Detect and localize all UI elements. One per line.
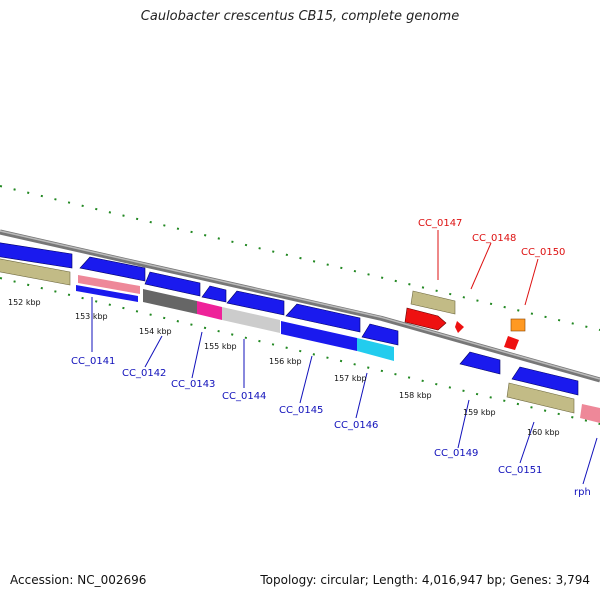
gene-arrow [459,351,501,375]
inner-tick-ring [0,277,600,425]
gene-arrow [79,256,146,282]
gene-segment-blue [281,321,357,351]
tick-label: 157 kbp [334,374,367,383]
rna-feature [0,258,71,286]
accession-text: Accession: NC_002696 [10,573,147,587]
tick-label: 152 kbp [8,298,41,307]
gene-box-orange [510,318,526,332]
gene-label: CC_0145 [279,405,323,416]
gene-label: CC_0151 [498,465,542,476]
gene-label: CC_0144 [222,391,266,402]
genome-backbone [0,229,600,383]
gene-label: CC_0150 [521,247,565,258]
tick-labels: 152 kbp 153 kbp 154 kbp 155 kbp 156 kbp … [8,298,560,437]
gene-label: CC_0148 [472,233,516,244]
tick-label: 155 kbp [204,342,237,351]
tick-label: 156 kbp [269,357,302,366]
gene-label: CC_0149 [434,448,478,459]
gene-segment-darkgray [143,289,197,314]
gene-segment-pink [580,404,600,423]
tick-label: 154 kbp [139,327,172,336]
gene-label: CC_0146 [334,420,378,431]
tick-label: 158 kbp [399,391,432,400]
gene-segment-blue [76,285,138,302]
map-title: Caulobacter crescentus CB15, complete ge… [140,9,460,24]
gene-label: CC_0143 [171,379,215,390]
forward-leaders [437,230,539,306]
gene-arrow [285,303,361,333]
gene-arrow-red [504,336,519,350]
gene-segment-cyan [357,338,394,361]
tick-label: 153 kbp [75,312,108,321]
gene-arrow [361,323,399,346]
tick-label: 160 kbp [527,428,560,437]
gene-segment-pink [78,275,140,294]
genome-backbone-highlight [0,230,600,380]
gene-arrow [201,285,227,303]
gene-segment-lightgray [222,307,280,333]
gene-label: CC_0142 [122,368,166,379]
gene-label: CC_0141 [71,356,115,367]
gene-arrow [144,271,201,297]
gene-label: rph [574,487,591,498]
tick-label: 159 kbp [463,408,496,417]
gene-arrow [226,290,285,316]
reverse-gene-labels: CC_0141 CC_0142 CC_0143 CC_0144 CC_0145 … [71,356,591,498]
forward-gene-labels: CC_0147 CC_0148 CC_0150 [418,218,565,258]
gene-label: CC_0147 [418,218,462,229]
rna-feature [410,290,456,315]
gene-arrow [511,366,579,396]
reverse-leaders [91,297,598,485]
genome-summary-text: Topology: circular; Length: 4,016,947 bp… [260,573,590,587]
rna-feature [506,382,575,414]
gene-segment-magenta [197,301,222,320]
gene-arrow [0,242,73,269]
gene-arrow-red [455,321,464,333]
gene-arrow-red [404,307,447,331]
outer-tick-ring [0,185,600,331]
